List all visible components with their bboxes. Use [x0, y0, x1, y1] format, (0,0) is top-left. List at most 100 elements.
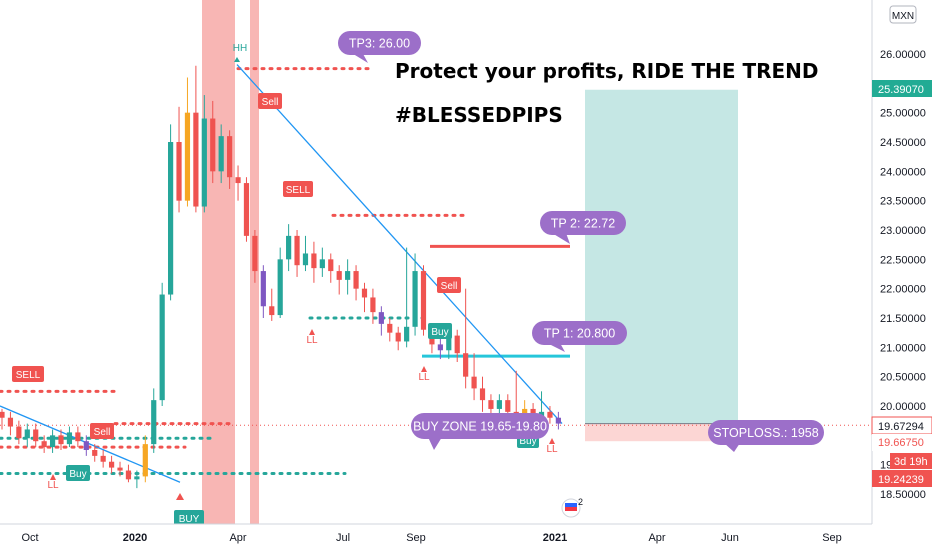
buy-signal-label: Buy	[431, 327, 448, 338]
tp1-callout-text: TP 1: 20.800	[544, 327, 615, 341]
candle-body	[328, 259, 334, 272]
tp2-callout	[540, 211, 626, 235]
candle-body	[378, 312, 384, 324]
countdown-tag	[890, 453, 932, 469]
candle-body	[547, 411, 553, 418]
y-tick-label: 21.00000	[880, 342, 926, 354]
candle-body	[496, 400, 502, 409]
lower-low-label: LL	[546, 444, 558, 455]
buy-signal-label: Buy	[69, 469, 86, 480]
buy-zone-callout-text: BUY ZONE 19.65-19.80	[413, 420, 547, 434]
sell-signal-label: Sell	[441, 281, 458, 292]
candle-body	[117, 467, 123, 471]
lower-low-label: LL	[418, 372, 430, 383]
x-tick-label: Sep	[406, 532, 426, 544]
candle-body	[218, 136, 224, 172]
higher-high-label: HH	[233, 43, 247, 54]
target-price-tag	[872, 80, 932, 97]
y-tick-label: 21.50000	[880, 313, 926, 325]
tp3-callout	[338, 31, 421, 55]
candle-body	[311, 253, 317, 269]
sell-signal-label: SELL	[286, 185, 311, 196]
countdown-label: 3d 19h	[894, 456, 928, 468]
sell-signal	[12, 366, 44, 382]
candle-body	[193, 112, 199, 207]
lower-low-marker	[309, 329, 315, 335]
buy-signal	[66, 465, 90, 481]
loss-zone	[585, 423, 738, 442]
candle-body	[100, 455, 106, 462]
y-tick-label: 23.50000	[880, 196, 926, 208]
downtrend-line	[236, 64, 563, 425]
x-tick-label: 2020	[123, 532, 147, 544]
candle-body	[125, 470, 132, 480]
candle-body	[83, 441, 89, 450]
candle-body	[286, 235, 292, 260]
candle-body	[134, 476, 140, 480]
time-scale[interactable]: Oct 2020 Apr Jul Sep 2021 Apr Jun Sep	[0, 523, 932, 550]
low-price-tag	[872, 470, 932, 487]
svg-text:2: 2	[578, 497, 583, 507]
y-tick-label: 20.50000	[880, 372, 926, 384]
y-tick-label: 18.50000	[880, 489, 926, 501]
candle-body	[555, 417, 561, 424]
candle-body	[66, 432, 73, 445]
price-scale[interactable]: 26.0000025.5000025.0000024.5000024.00000…	[871, 0, 932, 550]
candle-body	[159, 294, 165, 401]
candle-body	[294, 235, 300, 266]
candle-body	[24, 429, 30, 439]
x-tick-label: Apr	[648, 532, 665, 544]
buy-signal	[428, 323, 452, 339]
currency-badge[interactable]	[889, 5, 917, 24]
sell-signal-label: SELL	[16, 370, 41, 381]
candle-body	[277, 259, 283, 316]
y-tick-label: 24.50000	[880, 137, 926, 149]
lower-low-marker	[421, 366, 427, 372]
buy-zone-callout	[411, 413, 549, 439]
candle-body	[92, 450, 98, 456]
buy-zone-callout-pointer	[428, 437, 442, 450]
candle-body	[210, 118, 216, 172]
candle-body	[227, 136, 233, 178]
candle-body	[243, 183, 250, 236]
candle-body	[420, 271, 427, 330]
headline-text: Protect your profits, RIDE THE TREND	[395, 59, 819, 83]
x-tick-label: Sep	[822, 532, 842, 544]
candle-body	[269, 306, 275, 316]
x-tick-label: Apr	[229, 532, 246, 544]
candle-body	[16, 426, 22, 439]
target-price-label: 25.39070	[878, 84, 924, 96]
candle-body	[387, 323, 393, 333]
y-tick-label: 22.00000	[880, 284, 926, 296]
x-tick-label: Oct	[21, 532, 38, 544]
sell-signal-label: Sell	[262, 97, 279, 108]
candle-body	[353, 271, 359, 289]
candle-body	[505, 400, 511, 412]
x-tick-label: Jul	[336, 532, 350, 544]
candle-body	[49, 435, 56, 448]
candle-body	[176, 142, 182, 201]
stoploss-callout-pointer	[724, 443, 740, 452]
lower-low-marker	[549, 438, 555, 444]
y-tick-label: 23.00000	[880, 225, 926, 237]
tp1-callout-pointer	[547, 343, 565, 352]
candle-body	[235, 177, 241, 184]
x-tick-label: 2021	[543, 532, 567, 544]
candle-body	[370, 297, 376, 313]
y-tick-label: 20.00000	[880, 401, 926, 413]
candle-body	[454, 335, 460, 354]
buy-signal	[174, 510, 204, 526]
candle-body	[201, 118, 207, 207]
stoploss-callout	[708, 420, 824, 445]
candle-body	[0, 411, 5, 418]
candle-body	[108, 461, 115, 468]
profit-zone	[585, 89, 738, 424]
sell-signal	[283, 181, 313, 197]
candle-body	[319, 259, 325, 269]
buy-signal-label: Buy	[519, 436, 536, 447]
x-tick-label: Jun	[721, 532, 739, 544]
sell-signal	[90, 423, 114, 439]
economic-event-icon[interactable]: 2	[561, 497, 583, 518]
